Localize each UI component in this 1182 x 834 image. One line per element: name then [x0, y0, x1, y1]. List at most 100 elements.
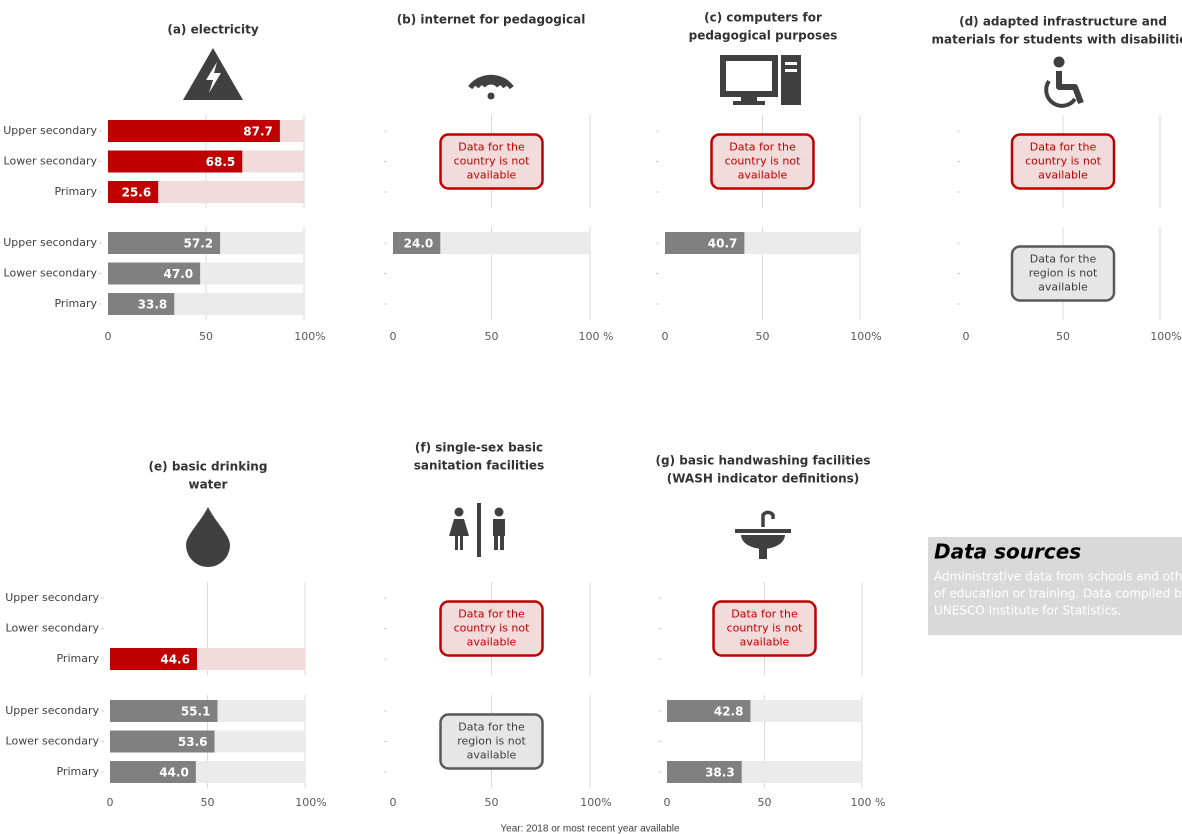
- data-sources-text: Administrative data from schools and oth: [934, 570, 1182, 584]
- category-label: Lower secondary: [6, 735, 100, 748]
- note-box: [439, 133, 544, 190]
- bar: [667, 761, 742, 783]
- x-tick-label: 50: [1056, 330, 1070, 343]
- bar: [108, 120, 280, 142]
- panel-title: pedagogical purposes: [689, 29, 838, 43]
- note-text: country is not: [1025, 155, 1102, 168]
- x-tick-label: 0: [963, 330, 970, 343]
- icon: [785, 62, 797, 65]
- icon: [454, 507, 464, 517]
- bar: [667, 700, 751, 722]
- icon: [455, 536, 458, 550]
- value-label: 47.0: [164, 267, 194, 281]
- note-box: [712, 600, 817, 657]
- x-tick-label: 50: [201, 796, 215, 809]
- icon: [741, 94, 757, 102]
- note-text: Data for the: [1030, 253, 1097, 266]
- data-sources-text: of education or training. Data compiled …: [934, 587, 1182, 601]
- footer: Year: 2018 or most recent year available: [500, 824, 680, 834]
- value-label: 57.2: [184, 237, 214, 251]
- icon: [733, 101, 765, 105]
- note-text: available: [467, 636, 517, 649]
- panel-title: (WASH indicator definitions): [667, 472, 860, 486]
- note-box: [439, 600, 544, 657]
- icon: [186, 507, 230, 567]
- bar: [110, 700, 218, 722]
- bar: [108, 262, 201, 285]
- note-text: Data for the: [731, 608, 798, 621]
- note-text: region is not: [457, 735, 526, 748]
- note-box: [1010, 133, 1116, 190]
- category-label: Lower secondary: [4, 267, 98, 280]
- note-text: region is not: [1029, 267, 1098, 280]
- category-label: Upper secondary: [3, 236, 97, 249]
- panel-title: materials for students with disabilities: [931, 33, 1182, 47]
- value-label: 53.6: [178, 735, 208, 749]
- bar: [393, 232, 441, 254]
- value-label: 44.0: [159, 766, 189, 780]
- category-label: Upper secondary: [5, 591, 99, 604]
- note-text: Data for the: [458, 721, 525, 734]
- x-tick-label: 0: [390, 796, 397, 809]
- value-label: 38.3: [705, 766, 735, 780]
- icon: [1044, 79, 1077, 108]
- icon: [761, 510, 775, 527]
- note-text: Data for the: [729, 141, 796, 154]
- x-tick-label: 0: [664, 796, 671, 809]
- icon: [741, 535, 785, 549]
- value-label: 25.6: [122, 186, 152, 200]
- bar: [665, 232, 745, 254]
- category-label: Primary: [56, 652, 99, 665]
- icon: [759, 547, 767, 559]
- value-label: 42.8: [714, 705, 744, 719]
- bar: [108, 293, 175, 315]
- x-tick-label: 100%: [294, 330, 325, 343]
- bar: [110, 648, 197, 670]
- x-tick-label: 0: [662, 330, 669, 343]
- panel-title: (a) electricity: [167, 23, 258, 37]
- icon: [449, 519, 469, 536]
- value-label: 40.7: [708, 237, 738, 251]
- note-text: country is not: [454, 155, 531, 168]
- bar: [108, 181, 159, 203]
- bar-background: [393, 232, 590, 254]
- note-text: Data for the: [458, 141, 525, 154]
- value-label: 68.5: [206, 155, 236, 169]
- note-text: available: [1038, 281, 1088, 294]
- icon: [493, 519, 505, 536]
- icon: [785, 69, 797, 72]
- x-tick-label: 100 %: [851, 796, 886, 809]
- icon: [494, 536, 498, 550]
- x-tick-label: 50: [485, 796, 499, 809]
- x-tick-label: 50: [199, 330, 213, 343]
- category-label: Primary: [54, 185, 97, 198]
- icon: [206, 62, 221, 93]
- category-label: Upper secondary: [3, 124, 97, 137]
- category-label: Lower secondary: [6, 622, 100, 635]
- x-tick-label: 50: [485, 330, 499, 343]
- category-label: Primary: [56, 765, 99, 778]
- panel-title: (c) computers for: [704, 11, 822, 25]
- x-tick-label: 0: [107, 796, 114, 809]
- x-tick-label: 50: [756, 330, 770, 343]
- panel-title: (d) adapted infrastructure and: [959, 15, 1167, 29]
- bar: [110, 761, 196, 783]
- icon: [481, 79, 501, 88]
- x-tick-label: 100%: [295, 796, 326, 809]
- note-text: available: [467, 169, 517, 182]
- bar: [110, 730, 215, 753]
- icon: [720, 55, 778, 97]
- value-label: 33.8: [138, 298, 168, 312]
- icon: [1056, 71, 1084, 105]
- icon: [460, 536, 463, 550]
- value-label: 24.0: [404, 237, 434, 251]
- bar: [108, 150, 243, 173]
- data-sources-text: UNESCO Institute for Statistics.: [934, 604, 1121, 618]
- icon: [494, 507, 504, 517]
- note-text: available: [738, 169, 788, 182]
- panel-title: (f) single-sex basic: [415, 441, 543, 455]
- panel-title: (e) basic drinking: [149, 460, 268, 474]
- value-label: 44.6: [160, 653, 190, 667]
